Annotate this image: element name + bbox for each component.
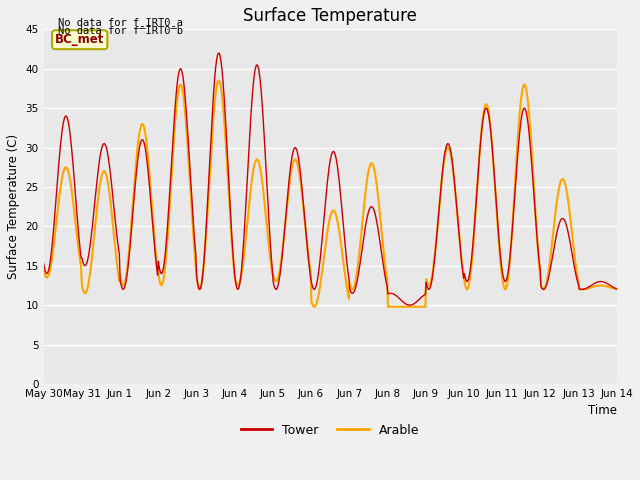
Legend: Tower, Arable: Tower, Arable <box>236 419 424 442</box>
Y-axis label: Surface Temperature (C): Surface Temperature (C) <box>7 134 20 279</box>
X-axis label: Time: Time <box>588 404 617 418</box>
Title: Surface Temperature: Surface Temperature <box>243 7 417 25</box>
Text: BC_met: BC_met <box>55 33 104 46</box>
Text: No data for f¯IRT0¯b: No data for f¯IRT0¯b <box>58 26 182 36</box>
Text: No data for f_IRT0_a: No data for f_IRT0_a <box>58 17 182 28</box>
